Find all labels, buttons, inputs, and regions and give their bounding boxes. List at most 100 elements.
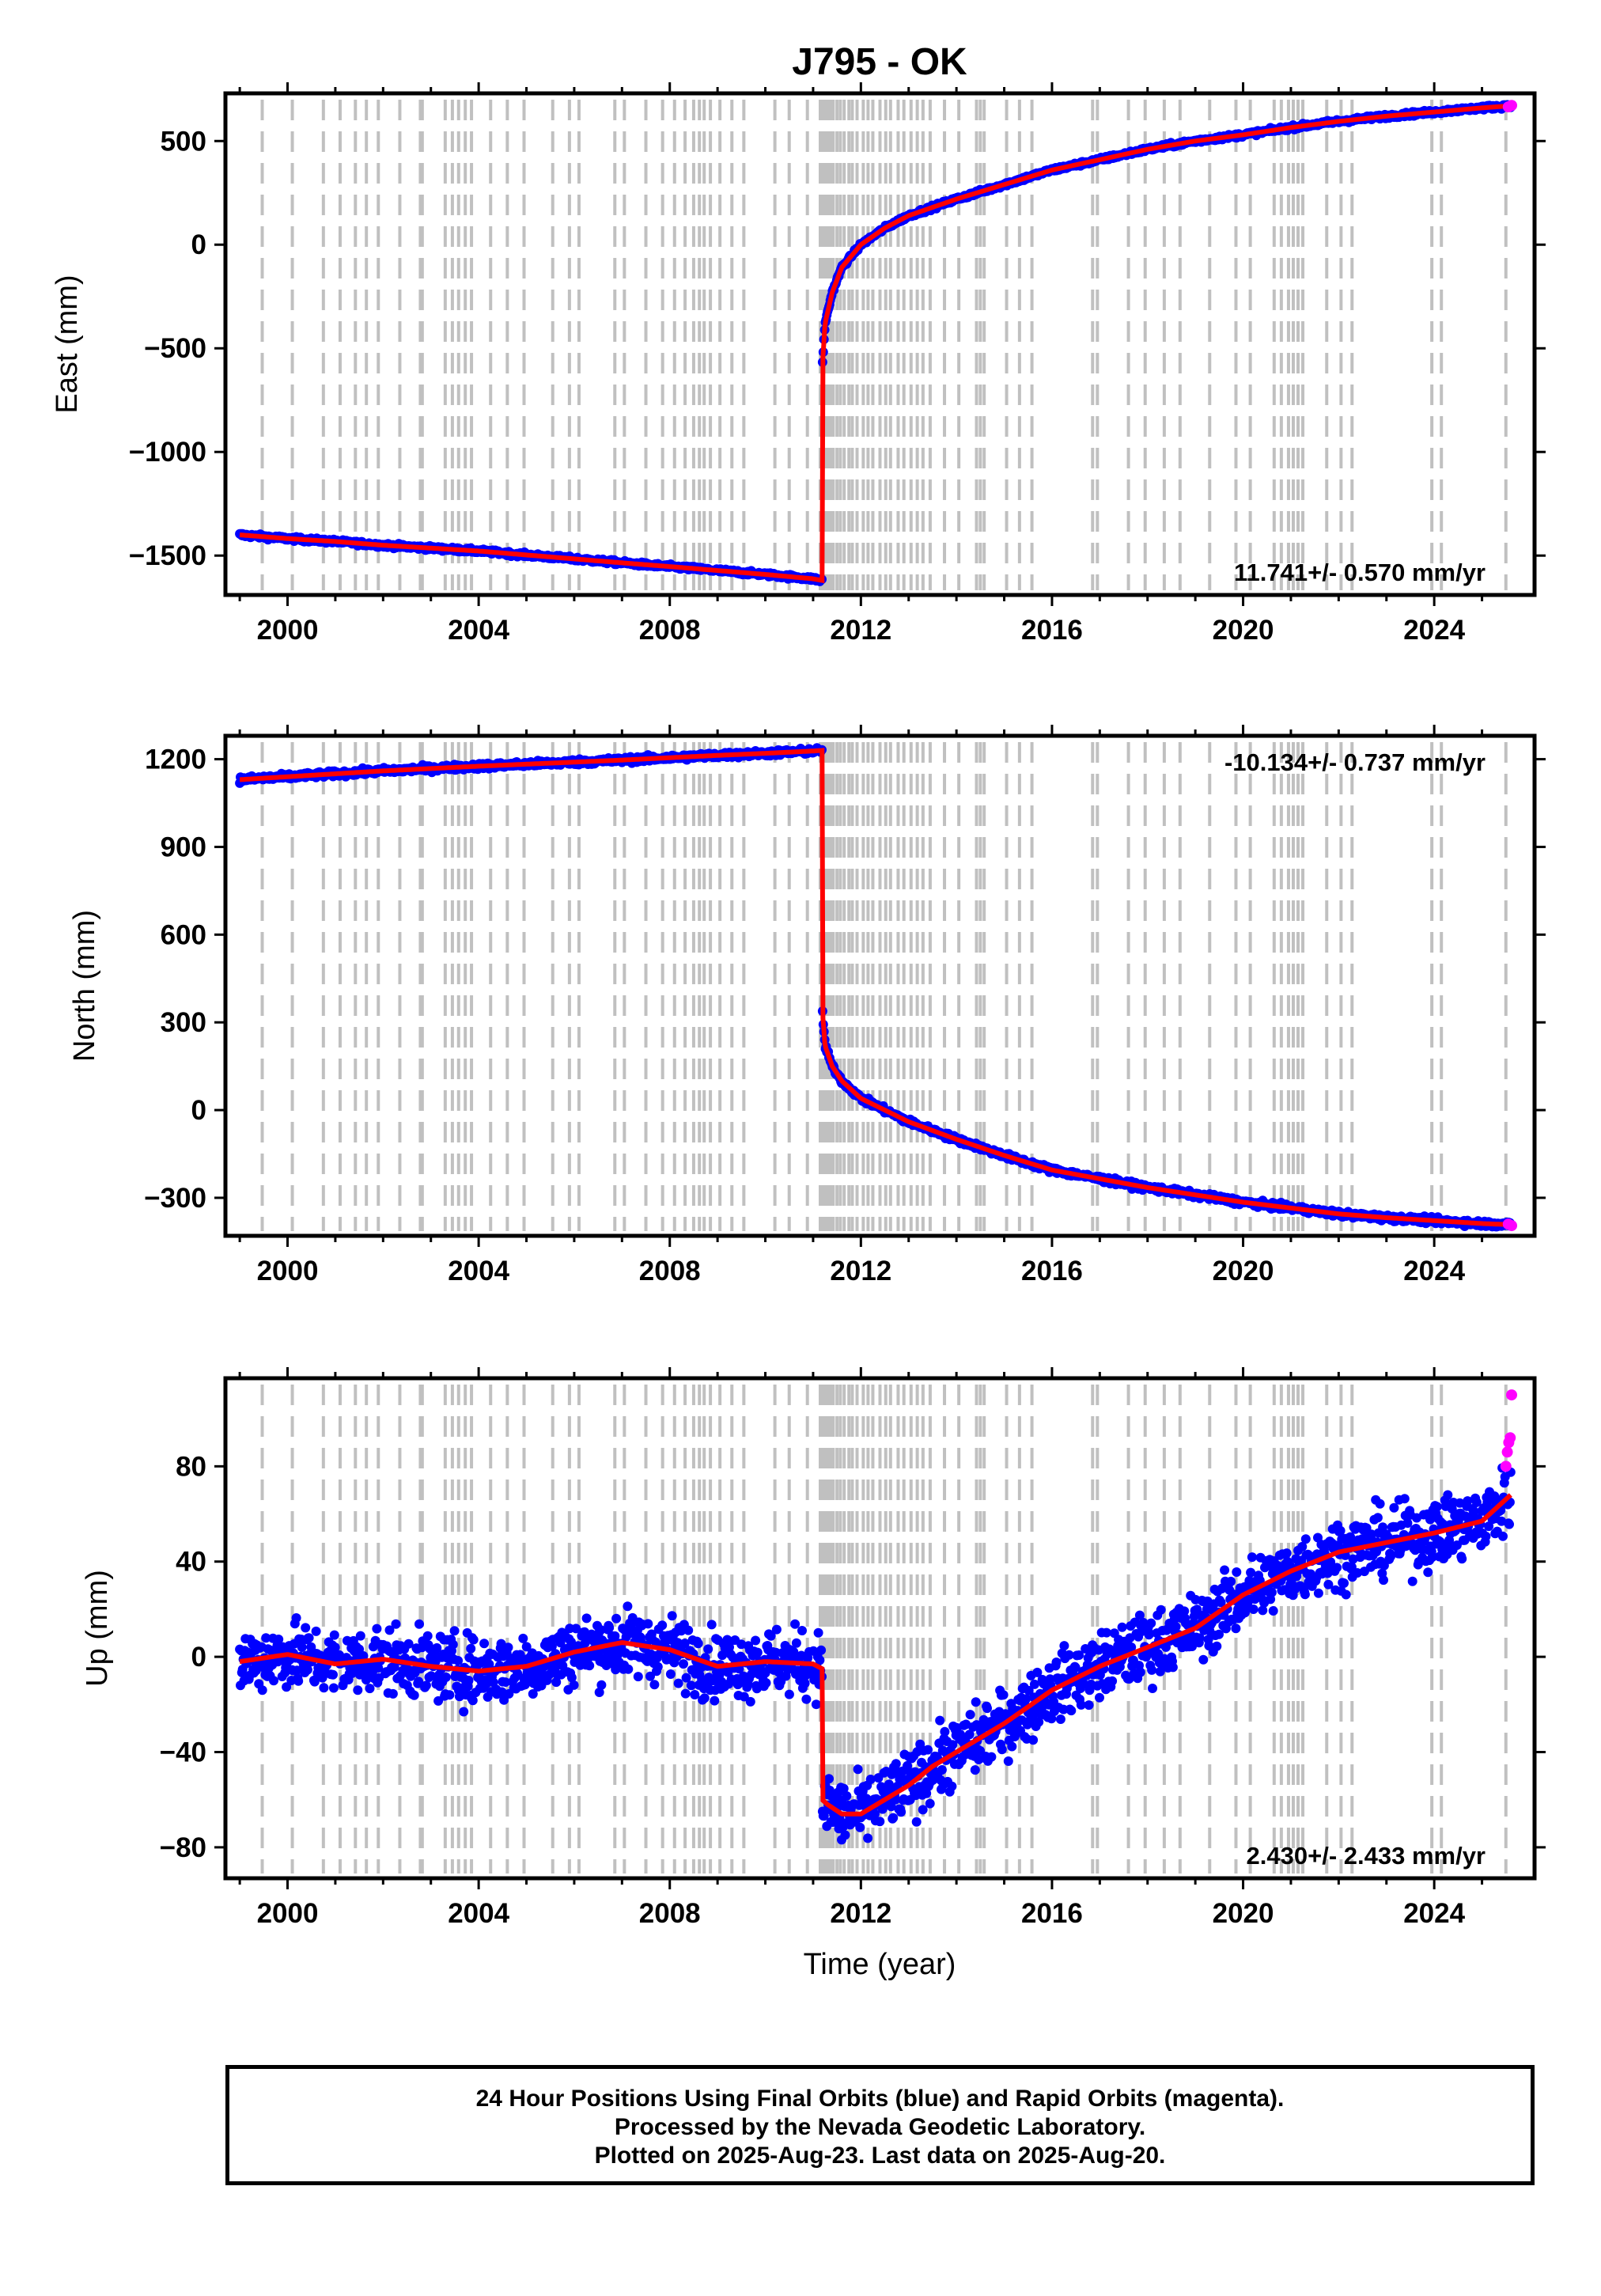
x-tick-label: 2012	[830, 615, 891, 646]
data-point	[610, 1631, 620, 1641]
model-line	[240, 748, 1512, 1227]
data-point	[649, 1680, 660, 1690]
data-point	[297, 1642, 307, 1652]
data-point	[797, 1626, 807, 1635]
data-point	[302, 1665, 312, 1675]
data-point	[667, 1611, 677, 1621]
data-point	[611, 1665, 621, 1675]
final-orbit-points	[235, 743, 1516, 1232]
data-point	[384, 1625, 395, 1635]
data-point	[319, 1683, 329, 1693]
final-orbit-points	[235, 1463, 1516, 1845]
data-point	[432, 1642, 442, 1653]
model-line	[239, 103, 1512, 584]
step-lines	[260, 100, 1508, 590]
data-point	[581, 1613, 592, 1623]
rapid-point	[1506, 100, 1518, 112]
data-point	[710, 1695, 720, 1706]
data-point	[596, 1680, 607, 1690]
final-orbit-points	[235, 100, 1516, 586]
data-point	[596, 1625, 606, 1635]
data-point	[373, 1663, 384, 1673]
data-point	[683, 1625, 694, 1635]
x-tick-label: 2020	[1213, 615, 1274, 646]
data-point	[601, 1661, 611, 1670]
data-point	[888, 1813, 899, 1823]
data-point	[503, 1642, 513, 1653]
data-point	[842, 1791, 852, 1801]
data-point	[673, 1678, 683, 1688]
rate-label: -10.134+/- 0.737 mm/yr	[1224, 748, 1486, 776]
x-tick-label: 2024	[1403, 615, 1465, 646]
data-point	[813, 1627, 823, 1638]
x-tick-label: 2016	[1021, 615, 1083, 646]
data-point	[861, 1794, 872, 1804]
x-tick-label: 2008	[639, 615, 701, 646]
data-point	[403, 1639, 414, 1649]
data-point	[699, 1693, 710, 1703]
data-point	[657, 1620, 668, 1631]
data-point	[791, 1638, 801, 1648]
data-point	[679, 1639, 690, 1649]
rapid-orbit-points	[1502, 1218, 1518, 1232]
data-point	[840, 1830, 850, 1840]
data-point	[891, 1759, 901, 1769]
data-point	[739, 1692, 749, 1702]
y-tick-label: −500	[144, 333, 206, 364]
up-panel: 2000 2004 2008 2012 2016 2020 2024−80−4004080U…	[81, 1367, 1546, 1929]
data-point	[752, 1647, 763, 1658]
data-point	[761, 1678, 771, 1688]
data-point	[569, 1680, 579, 1690]
data-point	[789, 1646, 799, 1657]
data-point	[449, 1626, 460, 1636]
data-point	[853, 1764, 863, 1775]
x-tick-label: 2004	[448, 1256, 509, 1286]
data-point	[291, 1613, 301, 1623]
data-point	[496, 1639, 506, 1649]
x-tick-label: 2000	[257, 615, 319, 646]
data-point	[391, 1619, 401, 1629]
data-point	[824, 1774, 834, 1784]
y-tick-label: 900	[161, 832, 206, 862]
y-tick-label: 1200	[145, 744, 206, 775]
x-ticks: 2000 2004 2008 2012 2016 2020 2024	[238, 725, 1484, 1286]
data-point	[484, 1659, 494, 1669]
data-point	[633, 1672, 643, 1682]
data-point	[459, 1707, 469, 1717]
data-point	[645, 1671, 655, 1681]
data-point	[282, 1682, 292, 1692]
data-point	[261, 1633, 271, 1643]
rapid-point	[1506, 1220, 1518, 1232]
data-point	[566, 1637, 576, 1647]
plot-frame	[223, 91, 1537, 597]
data-point	[467, 1695, 478, 1706]
step-lines	[260, 742, 1508, 1231]
data-point	[388, 1688, 398, 1699]
data-point	[896, 1807, 906, 1817]
y-tick-label: −1500	[129, 540, 206, 571]
data-point	[566, 1673, 577, 1683]
data-point	[877, 1804, 888, 1814]
x-tick-label: 2012	[830, 1256, 891, 1286]
y-tick-label: 0	[191, 229, 206, 260]
plot-frame	[223, 733, 1537, 1238]
data-point	[653, 1661, 663, 1672]
data-point	[693, 1639, 703, 1649]
x-tick-label: 2024	[1403, 1256, 1465, 1286]
x-tick-label: 2008	[639, 1256, 701, 1286]
data-point	[421, 1680, 431, 1691]
data-point	[800, 1678, 810, 1688]
data-point	[293, 1676, 304, 1686]
data-point	[680, 1688, 691, 1699]
data-point	[815, 1655, 825, 1665]
data-point	[611, 1613, 622, 1623]
data-point	[703, 1644, 713, 1654]
data-point	[414, 1677, 424, 1687]
data-point	[521, 1642, 532, 1652]
data-point	[453, 1656, 464, 1665]
data-point	[623, 1664, 634, 1674]
data-point	[838, 1783, 849, 1794]
data-point	[464, 1676, 474, 1685]
data-point	[365, 1684, 375, 1694]
